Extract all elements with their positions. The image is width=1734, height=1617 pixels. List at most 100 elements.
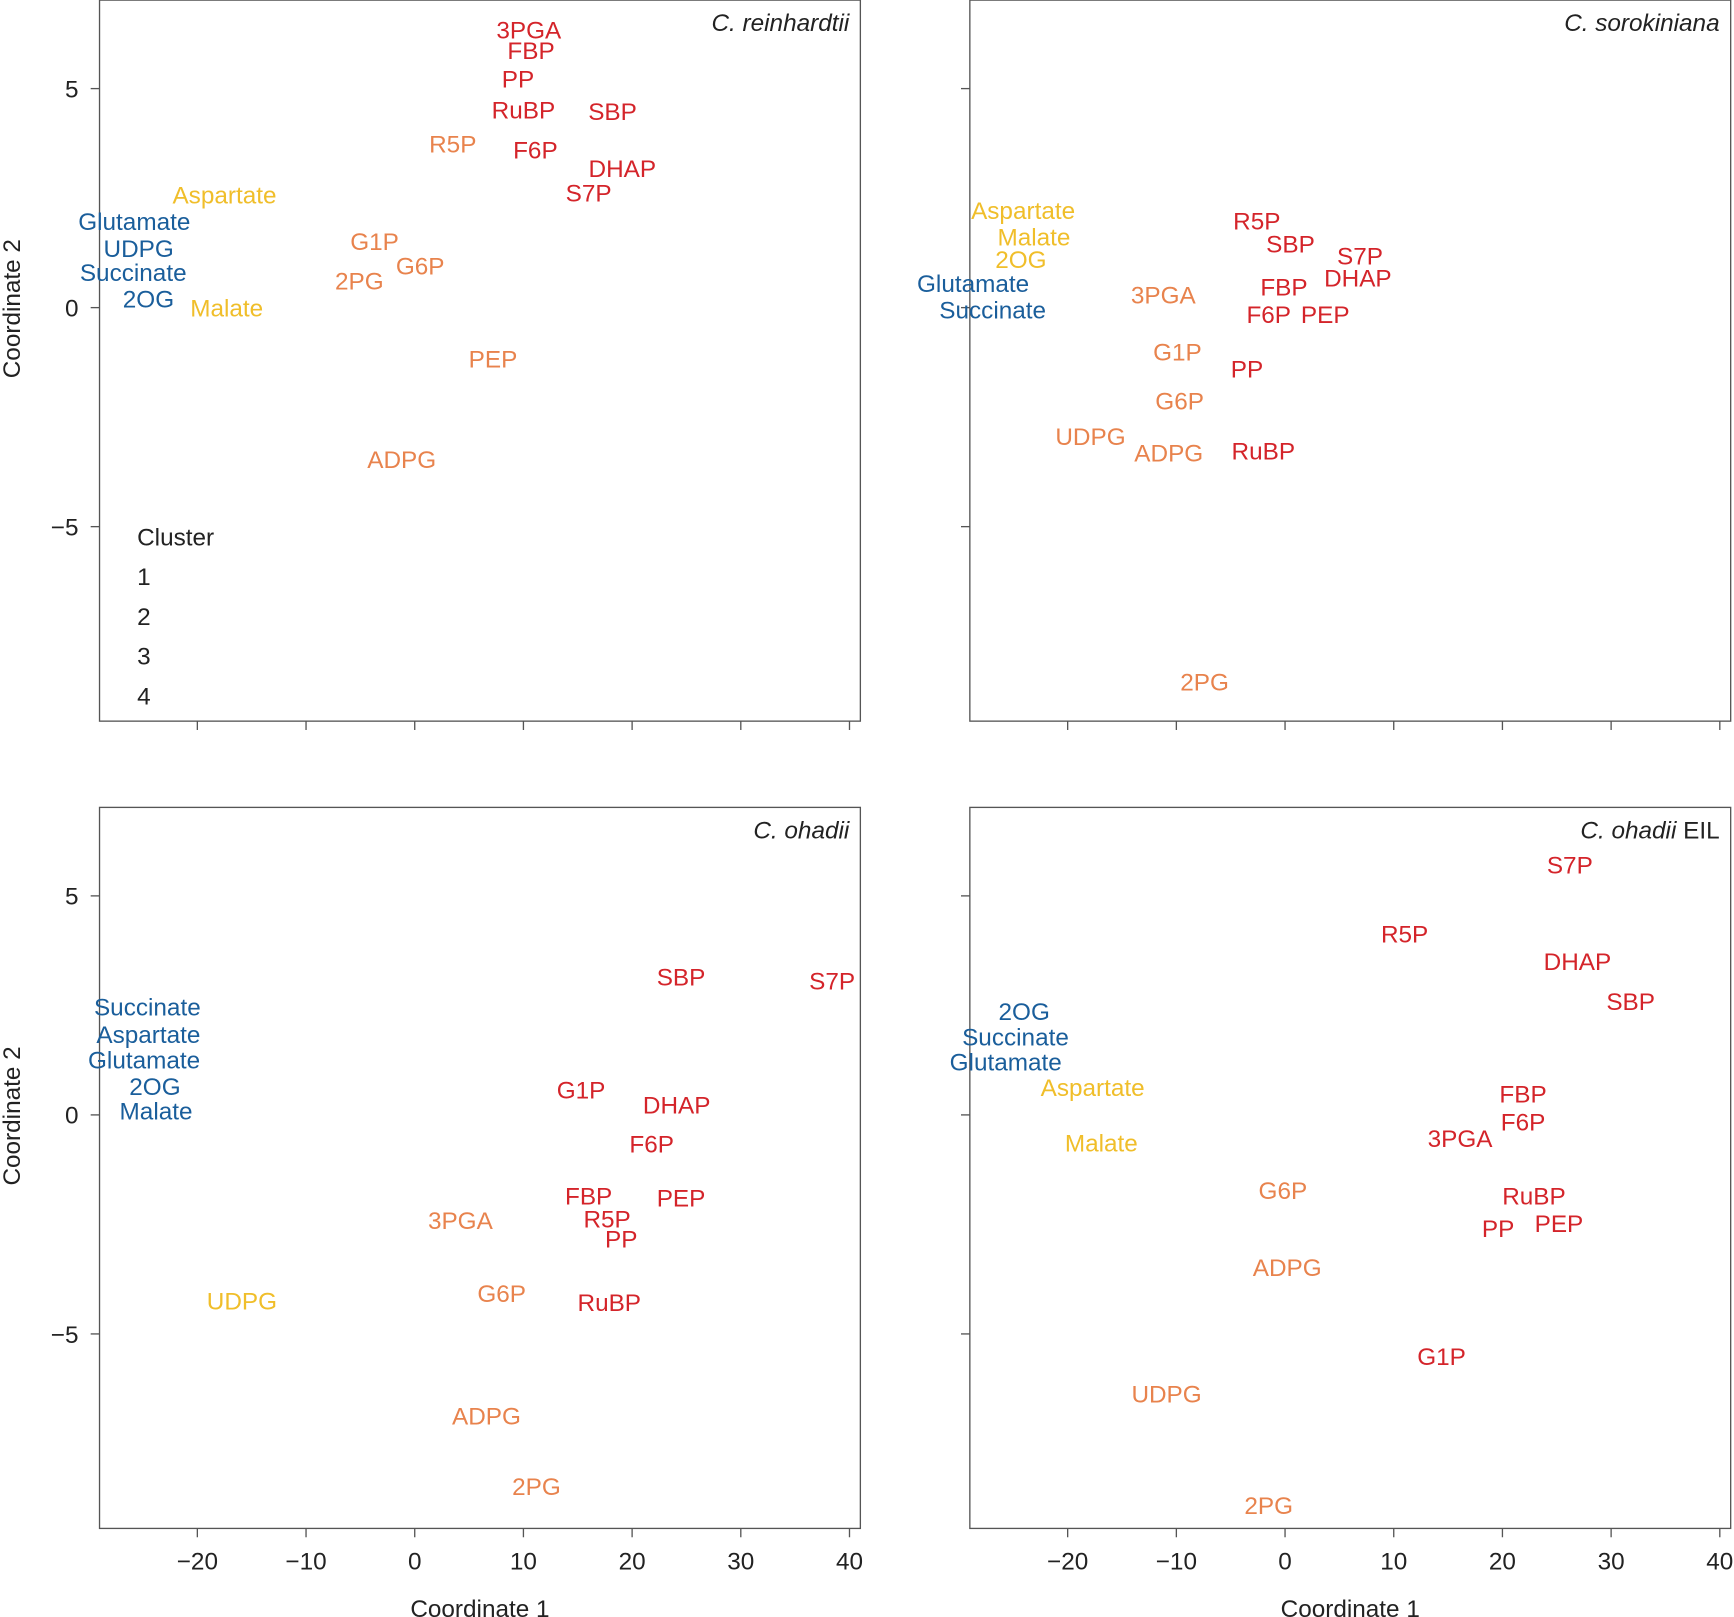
point-label-f6p: F6P [1246, 302, 1291, 329]
panel-title: C. ohadii EIL [1580, 817, 1719, 844]
point-label-pp: PP [605, 1227, 637, 1254]
x-tick-label: 10 [510, 1548, 537, 1575]
point-label-g1p: G1P [557, 1077, 606, 1104]
panel-title-species: C. ohadii [1580, 817, 1677, 844]
point-label-aspartate: Aspartate [96, 1022, 200, 1049]
point-label-succinate: Succinate [962, 1024, 1069, 1051]
point-label-2og: 2OG [995, 247, 1046, 274]
x-axis-label: Coordinate 1 [410, 1596, 549, 1617]
plot-frame [969, 0, 1732, 722]
plot-frame [98, 806, 862, 1530]
y-tick-label: 0 [65, 295, 79, 322]
panel-title-species: C. ohadii [753, 817, 850, 844]
x-tick-label: −20 [1047, 1548, 1088, 1575]
point-label-r5p: R5P [1381, 921, 1428, 948]
y-axis-label: Coordinate 2 [0, 1046, 26, 1185]
point-label-fbp: FBP [1260, 274, 1307, 301]
point-label-dhap: DHAP [1544, 949, 1612, 976]
point-label-adpg: ADPG [1134, 440, 1203, 467]
x-tick-label: −10 [285, 1548, 326, 1575]
point-label-s7p: S7P [1547, 853, 1593, 880]
point-label-rubp: RuBP [578, 1290, 642, 1317]
point-label-dhap: DHAP [1324, 266, 1392, 293]
panel-2: C. sorokiniana AspartateMalate2OGGlutamat… [917, 0, 1732, 730]
point-label-f6p: F6P [1501, 1109, 1546, 1136]
x-tick-label: 40 [1706, 1548, 1733, 1575]
x-tick-label: 10 [1380, 1548, 1407, 1575]
legend-entry-4: 4 [137, 684, 151, 711]
point-label-rubp: RuBP [1232, 438, 1296, 465]
point-label-2og: 2OG [129, 1074, 180, 1101]
x-tick-label: −10 [1156, 1548, 1197, 1575]
plot-frame [98, 0, 862, 722]
point-label-2pg: 2PG [335, 269, 384, 296]
plot-frame [969, 806, 1732, 1530]
panel-3: −20 −10 0 10 20 30 40 −5 0 5 Coordinate 1 Coordinat… [0, 806, 863, 1617]
point-label-pep: PEP [1535, 1211, 1584, 1238]
point-label-g1p: G1P [350, 229, 399, 256]
point-label-succinate: Succinate [939, 298, 1046, 325]
point-label-g6p: G6P [477, 1281, 526, 1308]
y-tick-label: −5 [51, 514, 79, 541]
panel-title: C. sorokiniana [1564, 10, 1719, 37]
y-axis-label: Coordinate 2 [0, 239, 26, 378]
point-label-succinate: Succinate [94, 995, 201, 1022]
point-label-2og: 2OG [999, 999, 1050, 1026]
point-label-malate: Malate [997, 225, 1070, 252]
point-label-pep: PEP [1301, 302, 1350, 329]
panel-title: C. reinhardtii [711, 10, 849, 37]
point-label-g6p: G6P [396, 253, 445, 280]
point-label-f6p: F6P [513, 137, 558, 164]
point-label-fbp: FBP [507, 38, 554, 65]
panel-title-species: C. reinhardtii [711, 10, 849, 37]
panel-title-species: C. sorokiniana [1564, 10, 1719, 37]
point-label-glutamate: Glutamate [88, 1048, 200, 1075]
point-label-glutamate: Glutamate [950, 1050, 1062, 1077]
panel-4: −20 −10 0 10 20 30 40 Coordinate 1 C. ohadii EIL… [950, 806, 1733, 1617]
point-label-pep: PEP [657, 1186, 706, 1213]
point-label-r5p: R5P [1233, 208, 1280, 235]
panel-title: C. ohadii [753, 817, 850, 844]
point-label-g6p: G6P [1259, 1178, 1308, 1205]
point-label-3pga: 3PGA [496, 18, 562, 45]
point-label-sbp: SBP [657, 964, 706, 991]
point-label-dhap: DHAP [589, 156, 657, 183]
y-tick-label: 5 [65, 884, 79, 911]
point-label-rubp: RuBP [1502, 1183, 1566, 1210]
point-label-2pg: 2PG [1244, 1493, 1293, 1520]
x-tick-label: 30 [727, 1548, 754, 1575]
point-label-rubp: RuBP [492, 97, 556, 124]
point-label-r5p: R5P [429, 132, 476, 159]
point-label-dhap: DHAP [643, 1093, 711, 1120]
y-tick-label: −5 [51, 1322, 79, 1349]
point-label-fbp: FBP [1499, 1082, 1546, 1109]
point-label-glutamate: Glutamate [917, 271, 1029, 298]
x-tick-label: −20 [177, 1548, 218, 1575]
legend-entry-2: 2 [137, 604, 151, 631]
point-label-udpg: UDPG [207, 1288, 277, 1315]
point-label-pp: PP [1231, 356, 1263, 383]
point-label-s7p: S7P [1337, 243, 1383, 270]
point-label-s7p: S7P [809, 969, 855, 996]
point-label-udpg: UDPG [1055, 424, 1125, 451]
x-tick-label: 0 [408, 1548, 422, 1575]
y-tick-label: 0 [65, 1103, 79, 1130]
point-label-malate: Malate [120, 1098, 193, 1125]
point-label-f6p: F6P [629, 1132, 674, 1159]
point-label-g1p: G1P [1153, 340, 1202, 367]
point-label-pp: PP [502, 66, 534, 93]
point-label-pep: PEP [469, 346, 518, 373]
x-tick-label: 30 [1598, 1548, 1625, 1575]
point-label-g1p: G1P [1417, 1344, 1466, 1371]
point-label-sbp: SBP [1606, 989, 1655, 1016]
legend-title: Cluster [137, 524, 214, 551]
point-label-2pg: 2PG [1180, 670, 1229, 697]
panel-title-suffix: EIL [1676, 817, 1719, 844]
point-label-malate: Malate [190, 295, 263, 322]
point-label-3pga: 3PGA [1428, 1126, 1494, 1153]
point-label-2og: 2OG [123, 287, 174, 314]
point-label-2pg: 2PG [512, 1474, 561, 1501]
point-label-malate: Malate [1065, 1130, 1138, 1157]
point-label-r5p: R5P [583, 1207, 630, 1234]
